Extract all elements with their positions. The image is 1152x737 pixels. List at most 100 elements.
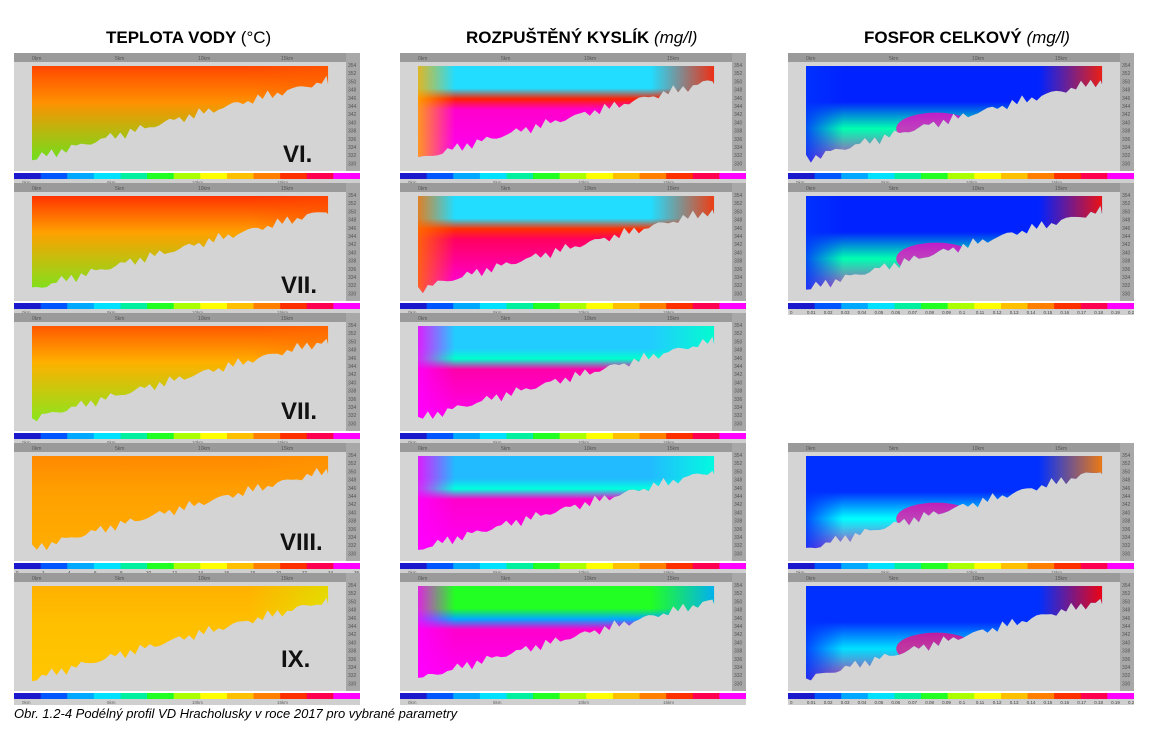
colorbar-swatch (280, 173, 308, 179)
colorbar-swatch (921, 693, 949, 699)
colorbar-swatch (200, 433, 228, 439)
y-tick-label: 352 (1122, 201, 1131, 207)
bottom-x-tick-label: 0km (408, 570, 417, 575)
colorbar-swatch (1000, 303, 1029, 309)
y-tick-label: 346 (734, 616, 743, 622)
colorbar-swatch (93, 433, 121, 439)
title-oxygen-text: ROZPUŠTĚNÝ KYSLÍK (466, 28, 650, 47)
bottom-x-tick-label: 15km (663, 180, 674, 185)
colorbar-swatch (947, 563, 975, 569)
y-tick-label: 336 (348, 267, 357, 273)
colorbar-tick-label: 24 (328, 570, 334, 575)
x-tick-label: 10km (198, 316, 210, 322)
colorbar-swatch (921, 303, 949, 309)
colorbar-tick-label: 10 (146, 570, 152, 575)
y-tick-label: 344 (1122, 624, 1131, 630)
colorbar-swatch (226, 173, 255, 179)
colorbar-tick-label: 0.14 (1027, 700, 1036, 705)
x-tick-label: 10km (584, 576, 596, 582)
y-tick-label: 330 (734, 421, 743, 427)
bottom-x-tick-label: 5km (881, 180, 890, 185)
y-tick-label: 348 (1122, 608, 1131, 614)
right-axis-bar (1120, 443, 1134, 561)
colorbar-tick-label: 18 (250, 570, 256, 575)
y-tick-label: 352 (734, 71, 743, 77)
y-tick-label: 338 (348, 129, 357, 135)
colorbar-swatch (1080, 173, 1108, 179)
x-tick-label: 5km (889, 186, 898, 192)
y-tick-label: 346 (1122, 226, 1131, 232)
y-tick-label: 338 (734, 389, 743, 395)
y-tick-label: 340 (348, 250, 357, 256)
colorbar-swatch (586, 433, 614, 439)
x-tick-label: 5km (501, 186, 510, 192)
y-tick-label: 342 (348, 112, 357, 118)
colorbar-swatch (306, 303, 334, 309)
y-tick-label: 332 (348, 673, 357, 679)
heatmap-svg-5: 0km 5km 10km 15km 354 352 350 348 346 344 342 340 33… (400, 53, 746, 185)
colorbar-swatch (1054, 563, 1082, 569)
x-tick-label: 15km (667, 576, 679, 582)
y-tick-label: 342 (734, 112, 743, 118)
x-tick-label: 5km (115, 576, 124, 582)
y-tick-label: 346 (1122, 486, 1131, 492)
colorbar-tick-label: 0.07 (908, 700, 917, 705)
colorbar-tick-label: 0.16 (1060, 700, 1069, 705)
y-tick-label: 344 (348, 494, 357, 500)
colorbar-swatch (14, 173, 42, 179)
colorbar-swatch (1054, 303, 1082, 309)
y-tick-label: 340 (1122, 120, 1131, 126)
y-tick-label: 334 (1122, 535, 1131, 541)
y-tick-label: 340 (348, 120, 357, 126)
y-tick-label: 346 (348, 616, 357, 622)
colorbar-scale-strip (400, 699, 746, 705)
colorbar-swatch (841, 563, 869, 569)
y-tick-label: 338 (1122, 649, 1131, 655)
x-tick-label: 15km (667, 316, 679, 322)
colorbar-swatch (453, 433, 481, 439)
y-tick-label: 350 (348, 469, 357, 475)
colorbar-swatch (453, 173, 481, 179)
colorbar-tick-label: 0.05 (875, 310, 884, 315)
heatmap-svg-0: 0km 5km 10km 15km 354 352 350 348 346 344 342 340 33… (14, 53, 360, 185)
bottom-x-tick-label: 5km (107, 700, 116, 705)
colorbar-swatch (1107, 303, 1134, 309)
right-axis-bar (346, 53, 360, 171)
colorbar-swatch (280, 433, 308, 439)
bottom-x-tick-label: 10km (192, 700, 203, 705)
x-tick-label: 10km (198, 446, 210, 452)
x-tick-label: 10km (584, 316, 596, 322)
y-tick-label: 332 (1122, 153, 1131, 159)
y-tick-label: 348 (348, 88, 357, 94)
y-tick-label: 332 (348, 153, 357, 159)
colorbar-swatch (506, 693, 534, 699)
colorbar-scale-strip (788, 179, 1134, 185)
bottom-x-tick-label: 15km (663, 700, 674, 705)
right-axis-bar (732, 53, 746, 171)
y-tick-label: 334 (734, 535, 743, 541)
y-tick-label: 338 (348, 389, 357, 395)
colorbar-tick-label: 0.1 (959, 310, 966, 315)
y-tick-label: 346 (734, 226, 743, 232)
month-label-ix: IX. (281, 646, 311, 673)
colorbar-swatch (253, 173, 281, 179)
bottom-x-tick-label: 10km (578, 310, 589, 315)
y-tick-label: 338 (348, 259, 357, 265)
colorbar-tick-label: 0.06 (891, 310, 900, 315)
bottom-x-tick-label: 15km (663, 570, 674, 575)
y-tick-label: 338 (734, 649, 743, 655)
y-tick-label: 344 (1122, 494, 1131, 500)
y-tick-label: 336 (348, 137, 357, 143)
colorbar-swatch (559, 173, 587, 179)
bottom-x-tick-label: 5km (493, 700, 502, 705)
colorbar-swatch (867, 173, 895, 179)
y-tick-label: 342 (1122, 632, 1131, 638)
bottom-x-tick-label: 15km (663, 310, 674, 315)
colorbar-tick-label: 0.11 (976, 700, 985, 705)
x-tick-label: 0km (806, 186, 815, 192)
x-tick-label: 10km (198, 576, 210, 582)
right-axis-bar (346, 183, 360, 301)
bottom-x-tick-label: 5km (107, 180, 116, 185)
top-axis-bar (400, 183, 746, 192)
colorbar-tick-label: 0.15 (1044, 700, 1053, 705)
